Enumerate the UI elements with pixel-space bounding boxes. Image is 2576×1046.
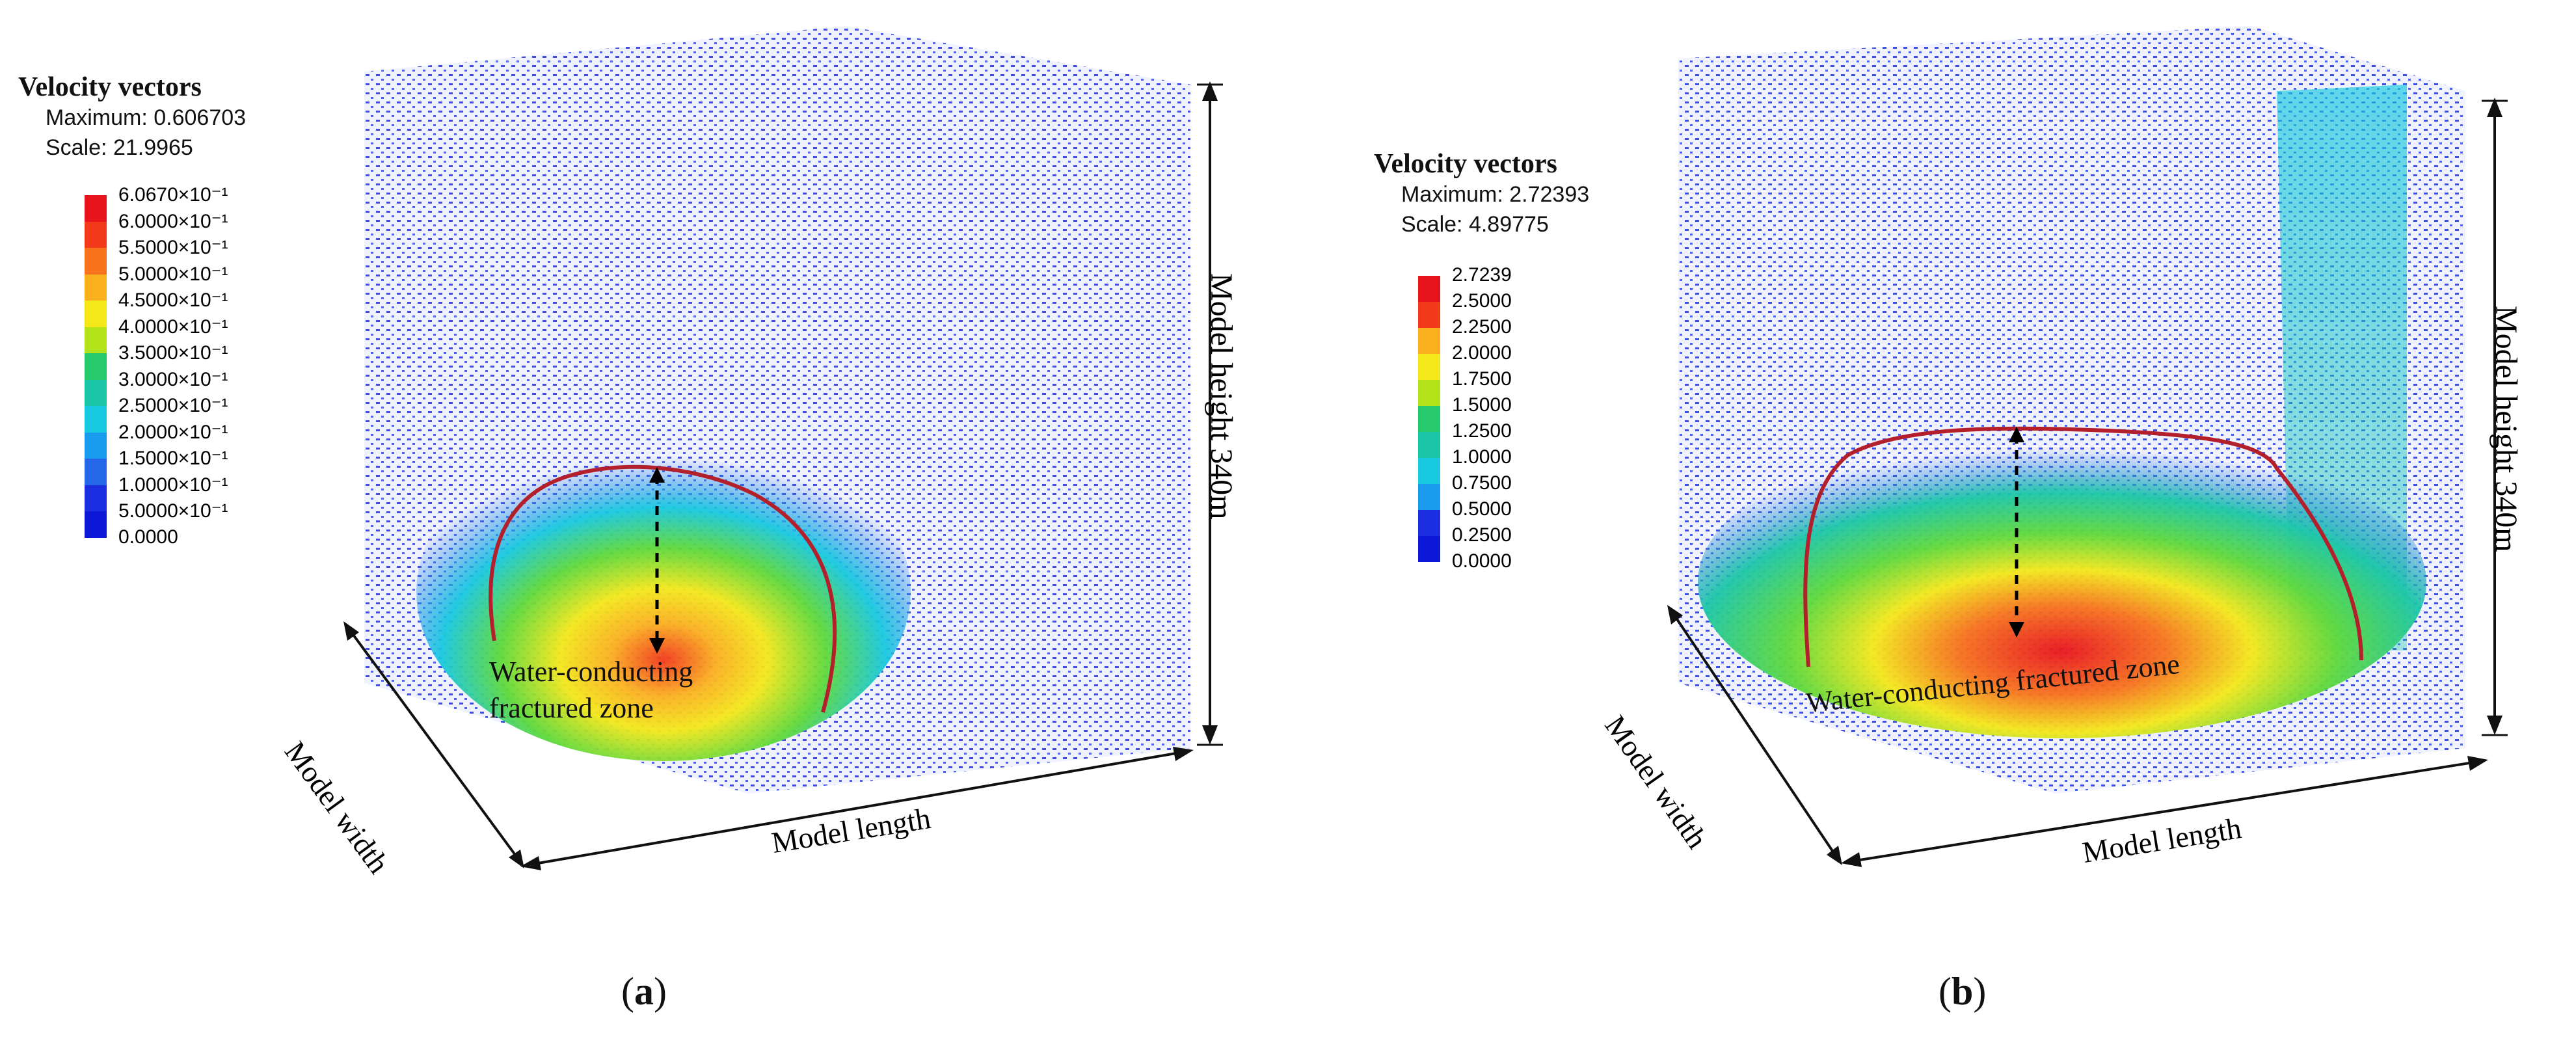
- colorbar-tick-label: 1.0000×10⁻¹: [118, 474, 228, 496]
- panel-b-width-arrow: [1670, 610, 1839, 860]
- colorbar-tick-label: 2.0000: [1452, 342, 1512, 364]
- panel-a-heat-zone: [416, 423, 911, 761]
- colorbar-tick-label: 3.5000×10⁻¹: [118, 342, 228, 364]
- colorbar-tick-label: 0.2500: [1452, 524, 1512, 546]
- panel-a-legend: Velocity vectors Maximum: 0.606703 Scale…: [18, 72, 246, 163]
- legend-title: Velocity vectors: [1374, 149, 1557, 179]
- panel-b-zone-boundary: [1803, 426, 2363, 667]
- legend-title: Velocity vectors: [18, 72, 202, 102]
- panel-b-colorbar: [1418, 276, 1440, 562]
- colorbar-segment: [1418, 484, 1440, 510]
- caption-letter: a: [634, 970, 654, 1013]
- colorbar-tick-label: 5.0000×10⁻¹: [118, 500, 228, 522]
- panel-b-legend: Velocity vectors Maximum: 2.72393 Scale:…: [1374, 148, 1589, 239]
- colorbar-segment: [1418, 276, 1440, 302]
- colorbar-tick-label: 4.0000×10⁻¹: [118, 315, 228, 338]
- colorbar-segment: [85, 301, 107, 327]
- colorbar-segment: [85, 353, 107, 380]
- colorbar-segment: [85, 274, 107, 301]
- colorbar-tick-label: 6.0670×10⁻¹: [118, 184, 228, 206]
- panel-a-zone-boundary: [489, 464, 837, 713]
- colorbar-tick-label: 0.7500: [1452, 472, 1512, 494]
- colorbar-tick-label: 0.5000: [1452, 498, 1512, 520]
- colorbar-tick-label: 2.5000: [1452, 290, 1512, 312]
- panel-b-length-arrow: [1847, 760, 2482, 863]
- colorbar-tick-label: 2.0000×10⁻¹: [118, 421, 228, 443]
- panel-b: Velocity vectors Maximum: 2.72393 Scale:…: [1288, 0, 2576, 1046]
- colorbar-segment: [85, 485, 107, 511]
- colorbar-tick-label: 2.7239: [1452, 264, 1512, 286]
- colorbar-tick-label: 5.0000×10⁻¹: [118, 263, 228, 285]
- colorbar-segment: [85, 379, 107, 406]
- legend-maximum: Maximum: 0.606703: [46, 105, 247, 130]
- zone-label-line2: fractured zone: [489, 692, 654, 724]
- legend-maximum: Maximum: 2.72393: [1401, 182, 1590, 207]
- colorbar-tick-label: 2.5000×10⁻¹: [118, 395, 228, 416]
- colorbar-segment: [1418, 380, 1440, 406]
- colorbar-segment: [1418, 432, 1440, 458]
- panel-a-caption: (a): [621, 970, 667, 1013]
- colorbar-tick-label: 1.5000×10⁻¹: [118, 448, 228, 469]
- colorbar-tick-label: 1.5000: [1452, 394, 1512, 416]
- colorbar-segment: [1418, 510, 1440, 536]
- colorbar-segment: [85, 327, 107, 353]
- colorbar-tick-label: 3.0000×10⁻¹: [118, 368, 228, 390]
- colorbar-segment: [1418, 302, 1440, 328]
- colorbar-tick-label: 4.5000×10⁻¹: [118, 289, 228, 311]
- colorbar-tick-label: 6.0000×10⁻¹: [118, 210, 228, 232]
- panel-a: Velocity vectors Maximum: 0.606703 Scale…: [18, 26, 1239, 1013]
- panel-a-zone-label: Water-conducting fractured zone: [489, 654, 693, 727]
- panel-a-width-arrow: [347, 626, 522, 863]
- legend-scale: Scale: 4.89775: [1401, 212, 1549, 237]
- colorbar-segment: [1418, 458, 1440, 484]
- caption-letter: b: [1951, 970, 1974, 1013]
- colorbar-segment: [85, 432, 107, 459]
- colorbar-segment: [85, 248, 107, 275]
- colorbar-segment: [1418, 328, 1440, 354]
- panel-a-colorbar: [85, 195, 107, 538]
- colorbar-segment: [1418, 536, 1440, 562]
- panel-a-length-arrow: [526, 750, 1188, 866]
- colorbar-tick-label: 1.2500: [1452, 420, 1512, 442]
- colorbar-segment: [85, 459, 107, 485]
- panel-b-heat-zone: [1698, 426, 2426, 738]
- colorbar-tick-label: 2.2500: [1452, 316, 1512, 338]
- colorbar-tick-label: 5.5000×10⁻¹: [118, 237, 228, 258]
- colorbar-segment: [1418, 406, 1440, 432]
- colorbar-segment: [85, 511, 107, 538]
- panel-a-scene: [343, 26, 1223, 870]
- panel-b-caption: (b): [1939, 970, 1987, 1013]
- panel-b-scene: [1667, 26, 2508, 867]
- zone-label-line1: Water-conducting: [489, 656, 693, 688]
- colorbar-segment: [85, 406, 107, 433]
- colorbar-segment: [1418, 354, 1440, 380]
- colorbar-segment: [85, 221, 107, 248]
- colorbar-segment: [85, 195, 107, 222]
- colorbar-tick-label: 0.0000: [1452, 550, 1512, 572]
- panel-b-height-label: Model height 340m: [2489, 306, 2523, 552]
- colorbar-tick-label: 1.0000: [1452, 446, 1512, 468]
- panel-a-height-label: Model height 340m: [1204, 273, 1239, 520]
- legend-scale: Scale: 21.9965: [46, 135, 193, 160]
- colorbar-tick-label: 0.0000: [118, 526, 178, 548]
- colorbar-tick-label: 1.7500: [1452, 368, 1512, 390]
